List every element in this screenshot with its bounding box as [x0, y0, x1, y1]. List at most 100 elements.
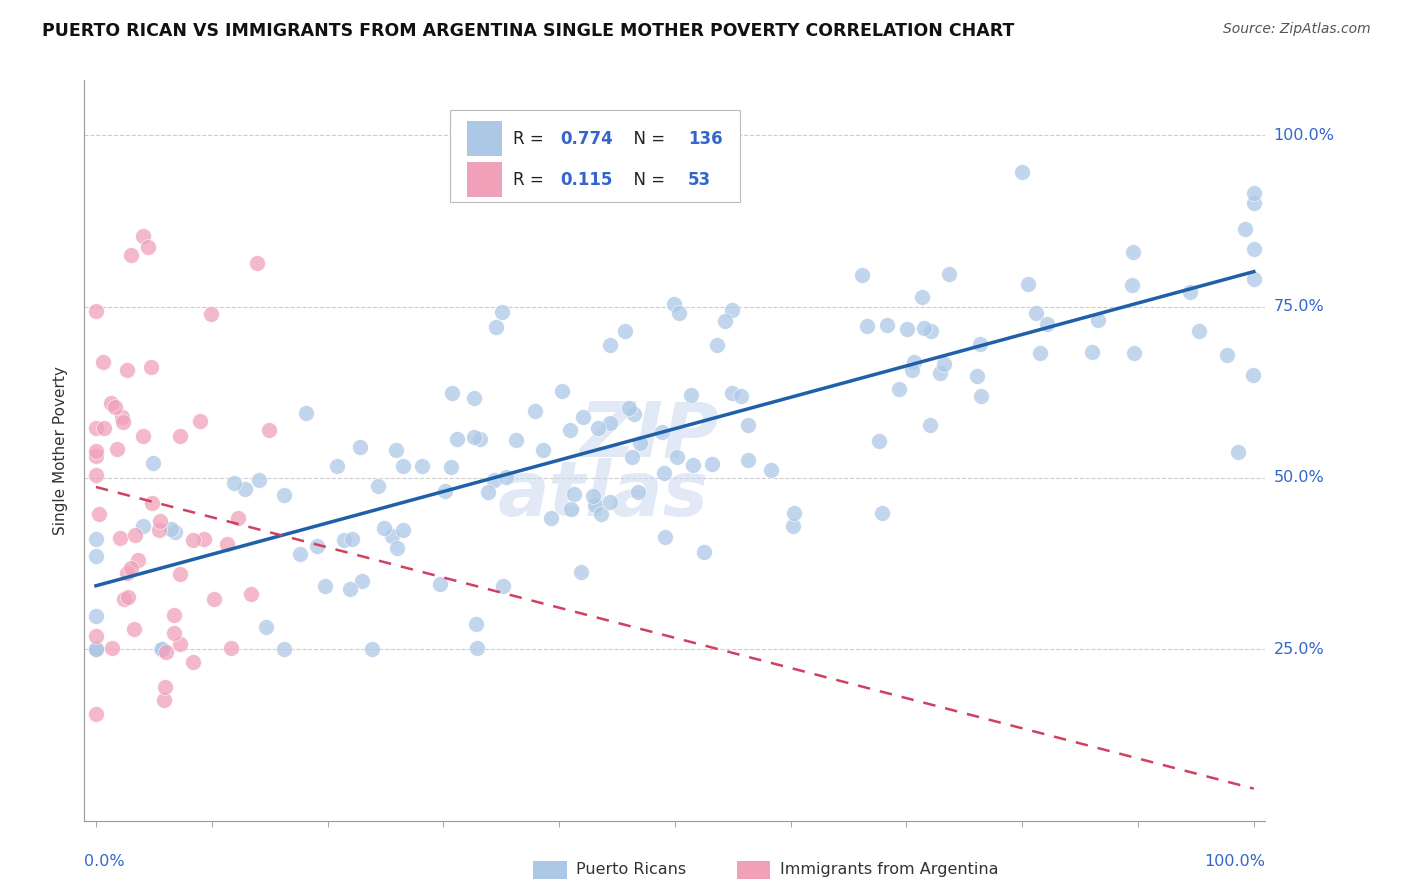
Point	[783, 506, 806, 520]
Point	[254, 620, 277, 634]
Point	[523, 404, 546, 418]
Point	[583, 498, 606, 512]
Text: 0.115: 0.115	[561, 171, 613, 189]
Point	[89, 507, 111, 521]
Point	[149, 642, 172, 657]
Point	[666, 450, 689, 464]
Point	[599, 495, 621, 509]
Point	[970, 389, 993, 403]
Point	[491, 304, 513, 318]
Point	[391, 523, 413, 537]
Text: 0.0%: 0.0%	[84, 854, 125, 869]
Point	[200, 307, 222, 321]
Point	[84, 609, 107, 624]
Point	[153, 693, 176, 707]
Point	[183, 655, 205, 669]
Point	[93, 421, 115, 435]
FancyBboxPatch shape	[467, 121, 502, 156]
Point	[111, 409, 134, 424]
Point	[465, 640, 488, 655]
Point	[305, 539, 328, 553]
Point	[340, 532, 363, 546]
Point	[1178, 285, 1201, 299]
Point	[352, 574, 374, 589]
Point	[360, 642, 382, 657]
Text: 50.0%: 50.0%	[1274, 470, 1324, 485]
Point	[127, 553, 149, 567]
Point	[259, 423, 281, 437]
Point	[104, 401, 127, 415]
Point	[155, 645, 177, 659]
Point	[367, 479, 389, 493]
Point	[349, 440, 371, 454]
Point	[614, 324, 637, 338]
Point	[569, 566, 592, 580]
Point	[470, 433, 492, 447]
Point	[626, 485, 648, 500]
Point	[463, 391, 485, 405]
Point	[181, 533, 204, 547]
Point	[599, 338, 621, 352]
Point	[392, 458, 415, 473]
Point	[165, 524, 187, 539]
Text: N =: N =	[623, 130, 671, 148]
Point	[759, 463, 782, 477]
Point	[163, 625, 186, 640]
Point	[84, 642, 107, 657]
Point	[929, 366, 952, 380]
Y-axis label: Single Mother Poverty: Single Mother Poverty	[53, 366, 69, 535]
Point	[132, 518, 155, 533]
Point	[84, 629, 107, 643]
Point	[149, 514, 172, 528]
Point	[934, 357, 956, 371]
Point	[1122, 244, 1144, 259]
Point	[571, 409, 593, 424]
Point	[651, 425, 673, 439]
Text: R =: R =	[513, 130, 550, 148]
Point	[84, 467, 107, 482]
Point	[169, 637, 191, 651]
Point	[139, 359, 162, 374]
Point	[589, 508, 612, 522]
Point	[782, 519, 804, 533]
Point	[652, 158, 675, 172]
Point	[219, 640, 242, 655]
Point	[295, 406, 318, 420]
Point	[115, 363, 138, 377]
FancyBboxPatch shape	[467, 162, 502, 197]
Point	[911, 290, 934, 304]
Point	[1029, 346, 1052, 360]
Point	[100, 396, 122, 410]
Point	[433, 484, 456, 499]
Point	[202, 591, 225, 606]
Point	[969, 336, 991, 351]
Point	[385, 443, 408, 458]
Point	[485, 319, 508, 334]
Point	[477, 485, 499, 500]
Text: PUERTO RICAN VS IMMIGRANTS FROM ARGENTINA SINGLE MOTHER POVERTY CORRELATION CHAR: PUERTO RICAN VS IMMIGRANTS FROM ARGENTIN…	[42, 22, 1015, 40]
Point	[1243, 242, 1265, 256]
Point	[912, 320, 935, 334]
Point	[290, 547, 312, 561]
Point	[1243, 195, 1265, 210]
Point	[920, 325, 942, 339]
Point	[560, 501, 582, 516]
Point	[721, 386, 744, 401]
Point	[239, 587, 262, 601]
Point	[101, 640, 124, 655]
Point	[887, 382, 910, 396]
Point	[938, 267, 960, 281]
Point	[1081, 344, 1104, 359]
Point	[896, 322, 918, 336]
Point	[531, 442, 554, 457]
Point	[124, 527, 146, 541]
Point	[868, 434, 890, 448]
Text: N =: N =	[623, 171, 671, 189]
Point	[876, 318, 898, 332]
Point	[856, 319, 879, 334]
Point	[1036, 317, 1059, 331]
Point	[411, 458, 433, 473]
Point	[1227, 445, 1250, 459]
Point	[446, 432, 468, 446]
Point	[495, 470, 517, 484]
